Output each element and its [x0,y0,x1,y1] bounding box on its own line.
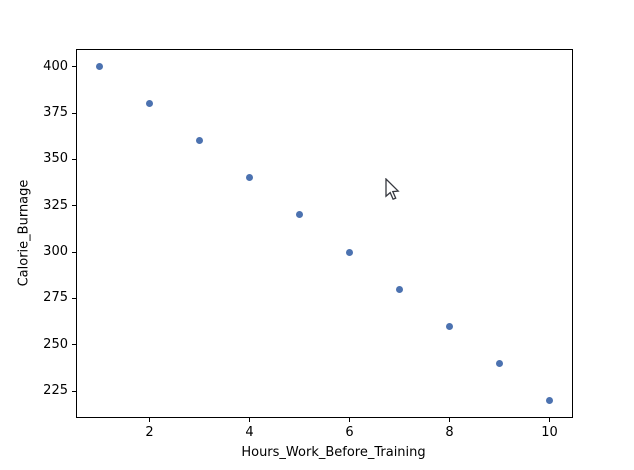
data-point [546,396,553,404]
x-tick-label: 10 [541,425,558,440]
x-tick-mark [249,418,250,422]
y-tick-mark [72,205,76,207]
x-tick-mark [449,418,450,422]
x-tick-label: 2 [145,425,154,440]
data-point [146,100,153,108]
x-tick-label: 8 [445,425,454,440]
x-tick-mark [149,418,150,422]
data-point [296,211,303,219]
data-point [396,285,403,293]
y-tick-label: 250 [43,336,68,352]
y-tick-label: 275 [43,290,68,306]
x-tick-label: 6 [345,425,354,440]
y-tick-label: 400 [43,58,68,74]
y-tick-mark [72,390,76,392]
x-tick-label: 4 [245,425,254,440]
y-tick-mark [72,251,76,253]
y-tick-label: 225 [43,383,68,399]
data-point [246,174,253,182]
x-axis-label: Hours_Work_Before_Training [241,445,426,460]
x-tick-mark [349,418,350,422]
y-tick-label: 350 [43,151,68,167]
plot-area [76,49,573,418]
data-point [496,359,503,367]
y-tick-mark [72,297,76,299]
x-tick-mark [549,418,550,422]
y-tick-label: 325 [43,197,68,213]
y-tick-mark [72,112,76,114]
y-tick-mark [72,66,76,68]
data-point [346,248,353,256]
y-tick-mark [72,344,76,346]
y-tick-label: 300 [43,244,68,260]
y-tick-label: 375 [43,105,68,121]
y-tick-mark [72,158,76,160]
data-point [196,137,203,145]
data-point [96,63,103,71]
data-point [446,322,453,330]
y-axis-label-text: Calorie_Burnage [16,179,32,287]
